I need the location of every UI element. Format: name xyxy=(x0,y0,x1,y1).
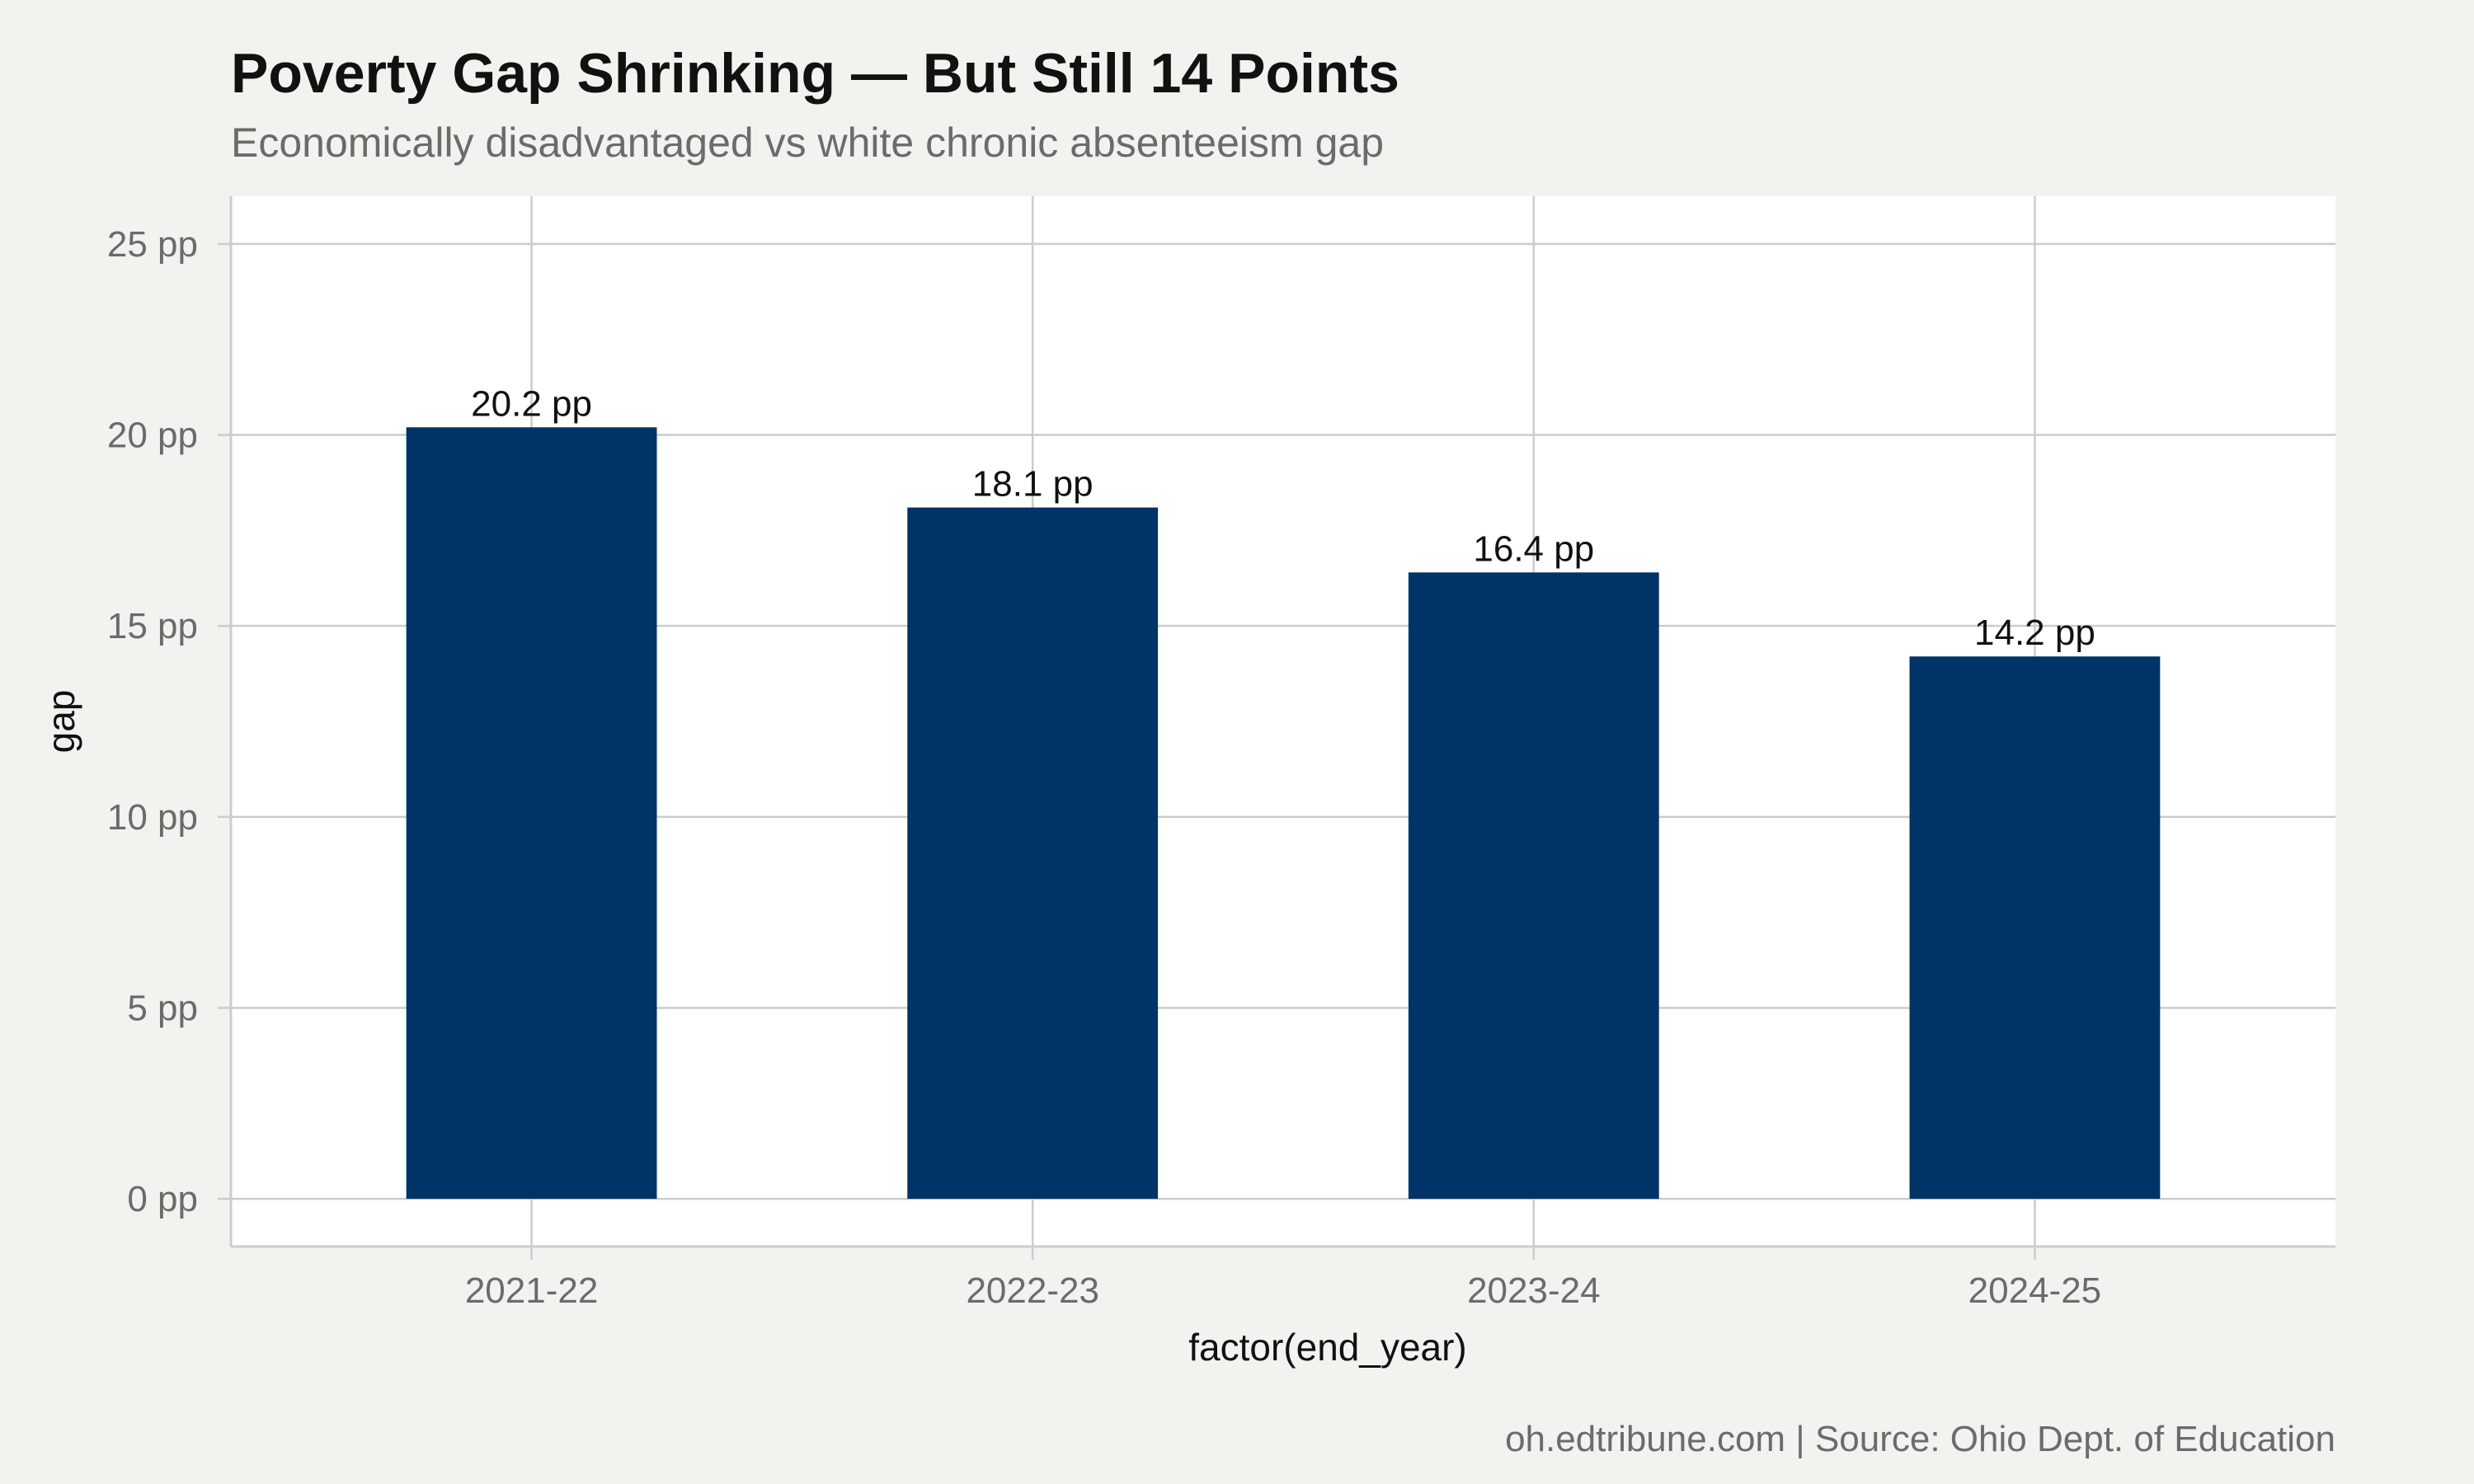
bars xyxy=(406,427,2161,1200)
bar-2023-24 xyxy=(1408,572,1659,1200)
y-tick-label: 5 pp xyxy=(127,988,198,1028)
y-tick-label: 25 pp xyxy=(107,224,198,265)
y-tick-label: 10 pp xyxy=(107,797,198,838)
y-tick-label: 0 pp xyxy=(127,1179,198,1219)
chart-title: Poverty Gap Shrinking — But Still 14 Poi… xyxy=(231,42,1399,105)
y-tick-label: 20 pp xyxy=(107,416,198,456)
x-tick-label: 2024-25 xyxy=(1968,1270,2101,1311)
data-labels: 20.2 pp 18.1 pp 16.4 pp 14.2 pp xyxy=(471,383,2095,653)
x-axis-title: factor(end_year) xyxy=(1188,1326,1467,1369)
axes: 0 pp 5 pp 10 pp 15 pp 20 pp 25 pp 2021-22 2022-… xyxy=(107,196,2335,1311)
y-tick-label: 15 pp xyxy=(107,606,198,646)
data-label: 14.2 pp xyxy=(1974,613,2095,653)
x-tick-label: 2023-24 xyxy=(1467,1270,1600,1311)
data-label: 18.1 pp xyxy=(972,464,1094,505)
x-tick-label: 2021-22 xyxy=(465,1270,598,1311)
data-label: 20.2 pp xyxy=(471,383,592,424)
y-axis-title: gap xyxy=(40,690,82,754)
chart-subtitle: Economically disadvantaged vs white chro… xyxy=(231,120,1384,166)
data-label: 16.4 pp xyxy=(1473,528,1594,569)
chart-caption: oh.edtribune.com | Source: Ohio Dept. of… xyxy=(1505,1419,2335,1459)
bar-2024-25 xyxy=(1909,656,2161,1200)
bar-2021-22 xyxy=(406,427,657,1200)
x-tick-label: 2022-23 xyxy=(966,1270,1098,1311)
bar-2022-23 xyxy=(907,507,1159,1200)
